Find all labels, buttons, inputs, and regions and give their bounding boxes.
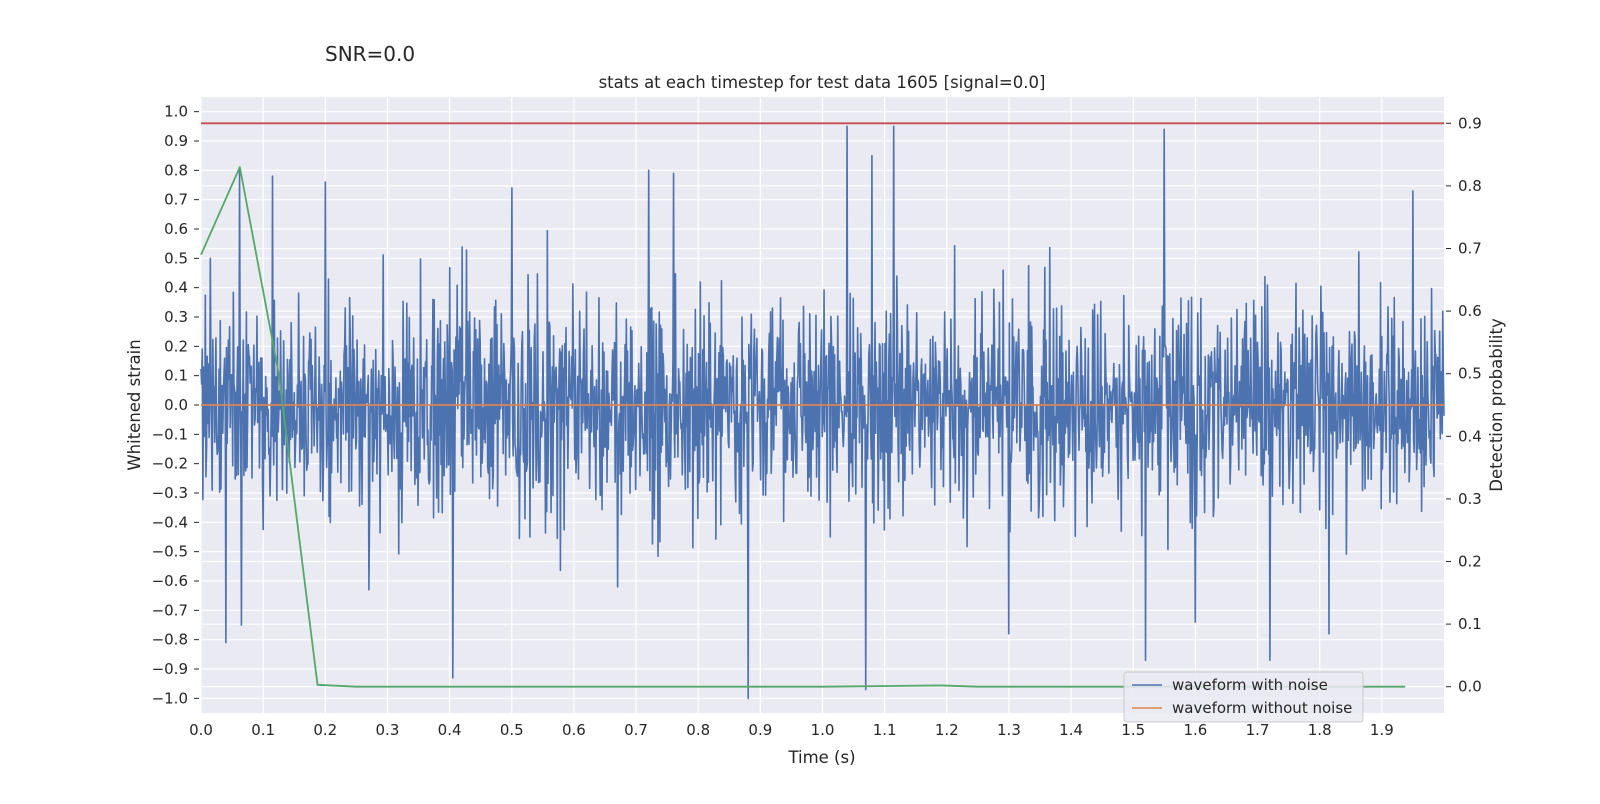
x-tick-label: 0.8 (686, 721, 710, 739)
y-tick-label-left: 0.4 (164, 279, 188, 297)
legend-box (1123, 671, 1364, 723)
x-tick-label: 1.3 (997, 721, 1021, 739)
tick-labels: 0.0 0.1 0.2 0.3 0.4 0.5 0.6 0.7 0.8 0.9 1.0 1.1 1.2 1… (152, 103, 1482, 739)
x-tick-label: 0.0 (189, 721, 213, 739)
y-tick-label-left: −0.1 (152, 425, 188, 443)
y-tick-label-right: 0.2 (1458, 553, 1482, 571)
y-tick-label-left: −0.3 (152, 484, 188, 502)
y-tick-label-left: −0.6 (152, 572, 188, 590)
y-axis-label-right: Detection probability (1487, 318, 1506, 492)
y-tick-label-left: 0.0 (164, 396, 188, 414)
y-tick-label-right: 0.5 (1458, 365, 1482, 383)
y-tick-label-left: 0.6 (164, 220, 188, 238)
x-tick-label: 1.8 (1308, 721, 1332, 739)
y-tick-label-right: 0.0 (1458, 678, 1482, 696)
x-tick-label: 0.6 (562, 721, 586, 739)
y-tick-label-left: −1.0 (152, 689, 188, 707)
y-tick-label-right: 0.4 (1458, 427, 1482, 445)
x-tick-label: 1.9 (1370, 721, 1394, 739)
x-tick-label: 1.6 (1183, 721, 1207, 739)
x-tick-label: 0.9 (748, 721, 772, 739)
x-tick-label: 1.7 (1246, 721, 1270, 739)
y-tick-label-right: 0.7 (1458, 239, 1482, 257)
y-tick-label-left: −0.2 (152, 455, 188, 473)
y-tick-label-right: 0.6 (1458, 302, 1482, 320)
y-tick-label-left: 0.5 (164, 249, 188, 267)
x-tick-label: 1.1 (873, 721, 897, 739)
x-tick-label: 0.1 (251, 721, 275, 739)
x-tick-label: 0.4 (438, 721, 462, 739)
y-tick-label-left: −0.5 (152, 543, 188, 561)
x-tick-label: 1.4 (1059, 721, 1083, 739)
y-tick-label-right: 0.9 (1458, 114, 1482, 132)
y-tick-label-left: −0.8 (152, 631, 188, 649)
x-tick-label: 1.2 (935, 721, 959, 739)
y-tick-label-left: 0.2 (164, 337, 188, 355)
legend: waveform with noise waveform without noi… (1123, 671, 1364, 723)
series-waveform-with-noise (200, 125, 1445, 700)
legend-label-waveform-with-noise: waveform with noise (1172, 676, 1328, 694)
y-tick-label-left: −0.4 (152, 513, 188, 531)
y-tick-label-right: 0.1 (1458, 615, 1482, 633)
chart-title: stats at each timestep for test data 160… (599, 73, 1046, 92)
y-axis-label-left: Whitened strain (125, 339, 144, 470)
y-tick-label-left: 0.9 (164, 132, 188, 150)
y-tick-label-left: 0.8 (164, 161, 188, 179)
x-tick-label: 1.5 (1121, 721, 1145, 739)
x-tick-label: 0.2 (313, 721, 337, 739)
y-tick-label-left: 0.7 (164, 191, 188, 209)
x-tick-label: 0.3 (376, 721, 400, 739)
x-tick-label: 1.0 (811, 721, 835, 739)
y-tick-label-left: −0.7 (152, 601, 188, 619)
x-axis-label: Time (s) (787, 748, 855, 767)
x-tick-label: 0.7 (624, 721, 648, 739)
legend-label-waveform-without-noise: waveform without noise (1172, 699, 1352, 717)
x-tick-label: 0.5 (500, 721, 524, 739)
y-tick-label-right: 0.8 (1458, 177, 1482, 195)
y-tick-label-right: 0.3 (1458, 490, 1482, 508)
y-tick-label-left: −0.9 (152, 660, 188, 678)
figure-suptitle: SNR=0.0 (325, 42, 416, 66)
y-tick-label-left: 0.3 (164, 308, 188, 326)
y-tick-label-left: 1.0 (164, 103, 188, 121)
y-tick-label-left: 0.1 (164, 367, 188, 385)
